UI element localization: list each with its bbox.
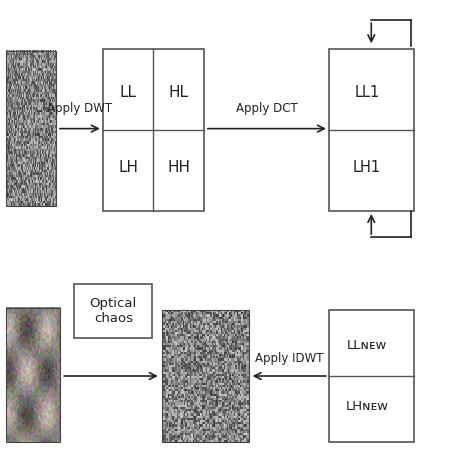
Text: LHɴᴇᴡ: LHɴᴇᴡ xyxy=(346,400,389,413)
Text: Optical
chaos: Optical chaos xyxy=(90,297,137,325)
Text: HL: HL xyxy=(169,85,189,100)
Text: LH1: LH1 xyxy=(353,160,381,175)
Text: LL1: LL1 xyxy=(355,85,380,100)
Text: Apply DWT: Apply DWT xyxy=(47,102,112,116)
FancyBboxPatch shape xyxy=(329,48,414,211)
FancyBboxPatch shape xyxy=(74,284,152,338)
Text: HH: HH xyxy=(167,160,190,175)
Text: Apply DCT: Apply DCT xyxy=(236,102,298,116)
Text: LL: LL xyxy=(119,85,137,100)
FancyBboxPatch shape xyxy=(103,48,204,211)
Text: Apply IDWT: Apply IDWT xyxy=(255,352,324,365)
Text: LH: LH xyxy=(118,160,138,175)
Text: LLɴᴇᴡ: LLɴᴇᴡ xyxy=(347,339,387,352)
FancyBboxPatch shape xyxy=(329,310,414,442)
